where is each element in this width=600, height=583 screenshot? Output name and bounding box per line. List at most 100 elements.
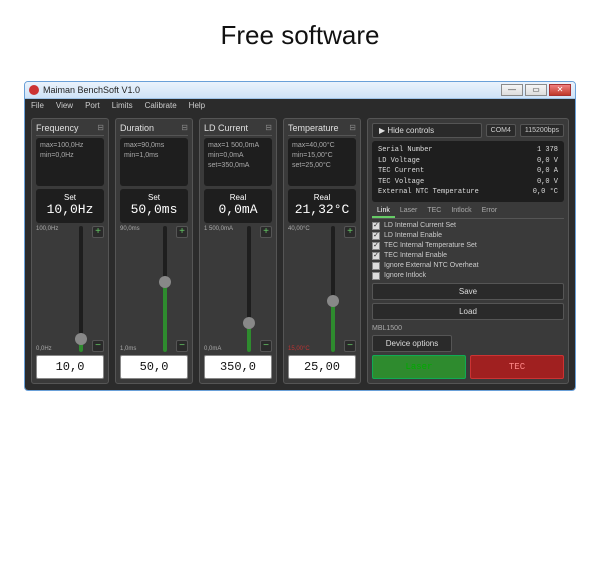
- load-button[interactable]: Load: [372, 303, 564, 320]
- decrement-button[interactable]: −: [176, 340, 188, 352]
- tec-button[interactable]: TEC: [470, 355, 564, 379]
- slider-min-label: 1,0ms: [120, 346, 154, 352]
- panel-info: max=90,0msmin=1,0ms: [120, 138, 188, 186]
- tab-intlock[interactable]: Intlock: [446, 205, 476, 218]
- right-panel: ▶ Hide controls COM4 115200bps Serial Nu…: [367, 118, 569, 384]
- increment-button[interactable]: +: [176, 226, 188, 238]
- slider-max-label: 1 500,0mA: [204, 226, 238, 232]
- tab-tec[interactable]: TEC: [422, 205, 446, 218]
- panel-title: LD Current⊟: [204, 123, 272, 136]
- slider[interactable]: [154, 226, 176, 352]
- panel-input[interactable]: 50,0: [120, 355, 188, 379]
- decrement-button[interactable]: −: [344, 340, 356, 352]
- status-box: Serial Number1 378LD Voltage0,0 VTEC Cur…: [372, 141, 564, 202]
- device-options-button[interactable]: Device options: [372, 335, 452, 352]
- panel-input[interactable]: 10,0: [36, 355, 104, 379]
- checkbox-row[interactable]: Ignore External NTC Overheat: [372, 262, 564, 270]
- panel-title: Frequency⊟: [36, 123, 104, 136]
- slider-max-label: 40,00°C: [288, 226, 322, 232]
- checkbox-row[interactable]: ✓ LD Internal Current Set: [372, 222, 564, 230]
- collapse-icon[interactable]: ⊟: [265, 123, 272, 133]
- checkbox-icon[interactable]: ✓: [372, 222, 380, 230]
- decrement-button[interactable]: −: [92, 340, 104, 352]
- checkbox-icon[interactable]: [372, 262, 380, 270]
- menu-help[interactable]: Help: [189, 101, 205, 110]
- checkbox-list: ✓ LD Internal Current Set ✓ LD Internal Ena…: [372, 222, 564, 280]
- menu-port[interactable]: Port: [85, 101, 100, 110]
- app-logo-icon: [29, 85, 39, 95]
- slider[interactable]: [322, 226, 344, 352]
- decrement-button[interactable]: −: [260, 340, 272, 352]
- close-button[interactable]: ✕: [549, 84, 571, 96]
- laser-button[interactable]: Laser: [372, 355, 466, 379]
- checkbox-icon[interactable]: ✓: [372, 242, 380, 250]
- window-title: Maiman BenchSoft V1.0: [43, 85, 501, 95]
- collapse-icon[interactable]: ⊟: [349, 123, 356, 133]
- slider[interactable]: [238, 226, 260, 352]
- collapse-icon[interactable]: ⊟: [181, 123, 188, 133]
- checkbox-row[interactable]: ✓ TEC Internal Enable: [372, 252, 564, 260]
- tab-link[interactable]: Link: [372, 205, 395, 218]
- checkbox-label: LD Internal Current Set: [384, 222, 456, 229]
- maximize-button[interactable]: ▭: [525, 84, 547, 96]
- status-tabs: LinkLaserTECIntlockError: [372, 205, 564, 219]
- slider[interactable]: [70, 226, 92, 352]
- checkbox-icon[interactable]: [372, 272, 380, 280]
- status-row: External NTC Temperature0,0 °C: [378, 187, 558, 198]
- checkbox-label: TEC Internal Enable: [384, 252, 447, 259]
- checkbox-row[interactable]: ✓ TEC Internal Temperature Set: [372, 242, 564, 250]
- panel-input[interactable]: 350,0: [204, 355, 272, 379]
- slider-min-label: 15,00°C: [288, 346, 322, 352]
- panel-info: max=40,00°Cmin=15,00°Cset=25,00°C: [288, 138, 356, 186]
- increment-button[interactable]: +: [92, 226, 104, 238]
- panel-temperature: Temperature⊟ max=40,00°Cmin=15,00°Cset=2…: [283, 118, 361, 384]
- panel-readout: Set50,0ms: [120, 189, 188, 223]
- slider-min-label: 0,0mA: [204, 346, 238, 352]
- checkbox-row[interactable]: Ignore Intlock: [372, 272, 564, 280]
- tab-laser[interactable]: Laser: [395, 205, 423, 218]
- com-port-chip[interactable]: COM4: [486, 124, 516, 137]
- increment-button[interactable]: +: [344, 226, 356, 238]
- checkbox-row[interactable]: ✓ LD Internal Enable: [372, 232, 564, 240]
- menu-view[interactable]: View: [56, 101, 73, 110]
- page-heading: Free software: [0, 20, 600, 51]
- increment-button[interactable]: +: [260, 226, 272, 238]
- panel-input[interactable]: 25,00: [288, 355, 356, 379]
- checkbox-icon[interactable]: ✓: [372, 232, 380, 240]
- status-row: TEC Voltage0,0 V: [378, 177, 558, 188]
- menu-file[interactable]: File: [31, 101, 44, 110]
- status-row: TEC Current0,0 A: [378, 166, 558, 177]
- status-row: LD Voltage0,0 V: [378, 156, 558, 167]
- menu-limits[interactable]: Limits: [112, 101, 133, 110]
- checkbox-icon[interactable]: ✓: [372, 252, 380, 260]
- panel-readout: Set10,0Hz: [36, 189, 104, 223]
- hide-controls-button[interactable]: ▶ Hide controls: [372, 123, 482, 138]
- slider-max-label: 100,0Hz: [36, 226, 70, 232]
- status-row: Serial Number1 378: [378, 145, 558, 156]
- baud-chip[interactable]: 115200bps: [520, 124, 564, 137]
- panel-duration: Duration⊟ max=90,0msmin=1,0ms Set50,0ms …: [115, 118, 193, 384]
- save-button[interactable]: Save: [372, 283, 564, 300]
- menubar: File View Port Limits Calibrate Help: [25, 99, 575, 112]
- checkbox-label: LD Internal Enable: [384, 232, 442, 239]
- app-window: Maiman BenchSoft V1.0 — ▭ ✕ File View Po…: [24, 81, 576, 391]
- minimize-button[interactable]: —: [501, 84, 523, 96]
- panel-title: Duration⊟: [120, 123, 188, 136]
- slider-min-label: 0,0Hz: [36, 346, 70, 352]
- checkbox-label: TEC Internal Temperature Set: [384, 242, 477, 249]
- panel-title: Temperature⊟: [288, 123, 356, 136]
- panel-readout: Real0,0mA: [204, 189, 272, 223]
- slider-max-label: 90,0ms: [120, 226, 154, 232]
- device-label: MBL1500: [372, 325, 564, 332]
- panel-ld-current: LD Current⊟ max=1 500,0mAmin=0,0mAset=35…: [199, 118, 277, 384]
- panel-info: max=1 500,0mAmin=0,0mAset=350,0mA: [204, 138, 272, 186]
- checkbox-label: Ignore Intlock: [384, 272, 426, 279]
- checkbox-label: Ignore External NTC Overheat: [384, 262, 479, 269]
- panel-frequency: Frequency⊟ max=100,0Hzmin=0,0Hz Set10,0H…: [31, 118, 109, 384]
- panel-readout: Real21,32°C: [288, 189, 356, 223]
- titlebar: Maiman BenchSoft V1.0 — ▭ ✕: [25, 82, 575, 99]
- panel-info: max=100,0Hzmin=0,0Hz: [36, 138, 104, 186]
- menu-calibrate[interactable]: Calibrate: [145, 101, 177, 110]
- tab-error[interactable]: Error: [477, 205, 503, 218]
- collapse-icon[interactable]: ⊟: [97, 123, 104, 133]
